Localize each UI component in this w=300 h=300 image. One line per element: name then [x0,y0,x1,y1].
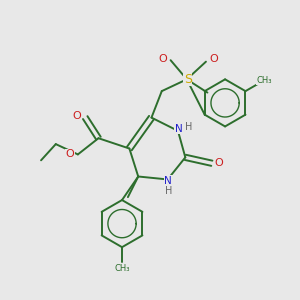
Text: N: N [175,124,182,134]
Text: H: H [166,186,173,196]
Text: CH₃: CH₃ [256,76,272,85]
Text: N: N [164,176,172,186]
Text: O: O [215,158,224,168]
Text: CH₃: CH₃ [114,264,130,273]
Text: S: S [184,73,192,86]
Text: O: O [65,149,74,159]
Text: O: O [158,54,167,64]
Text: H: H [185,122,193,132]
Text: O: O [73,111,81,121]
Text: O: O [209,54,218,64]
